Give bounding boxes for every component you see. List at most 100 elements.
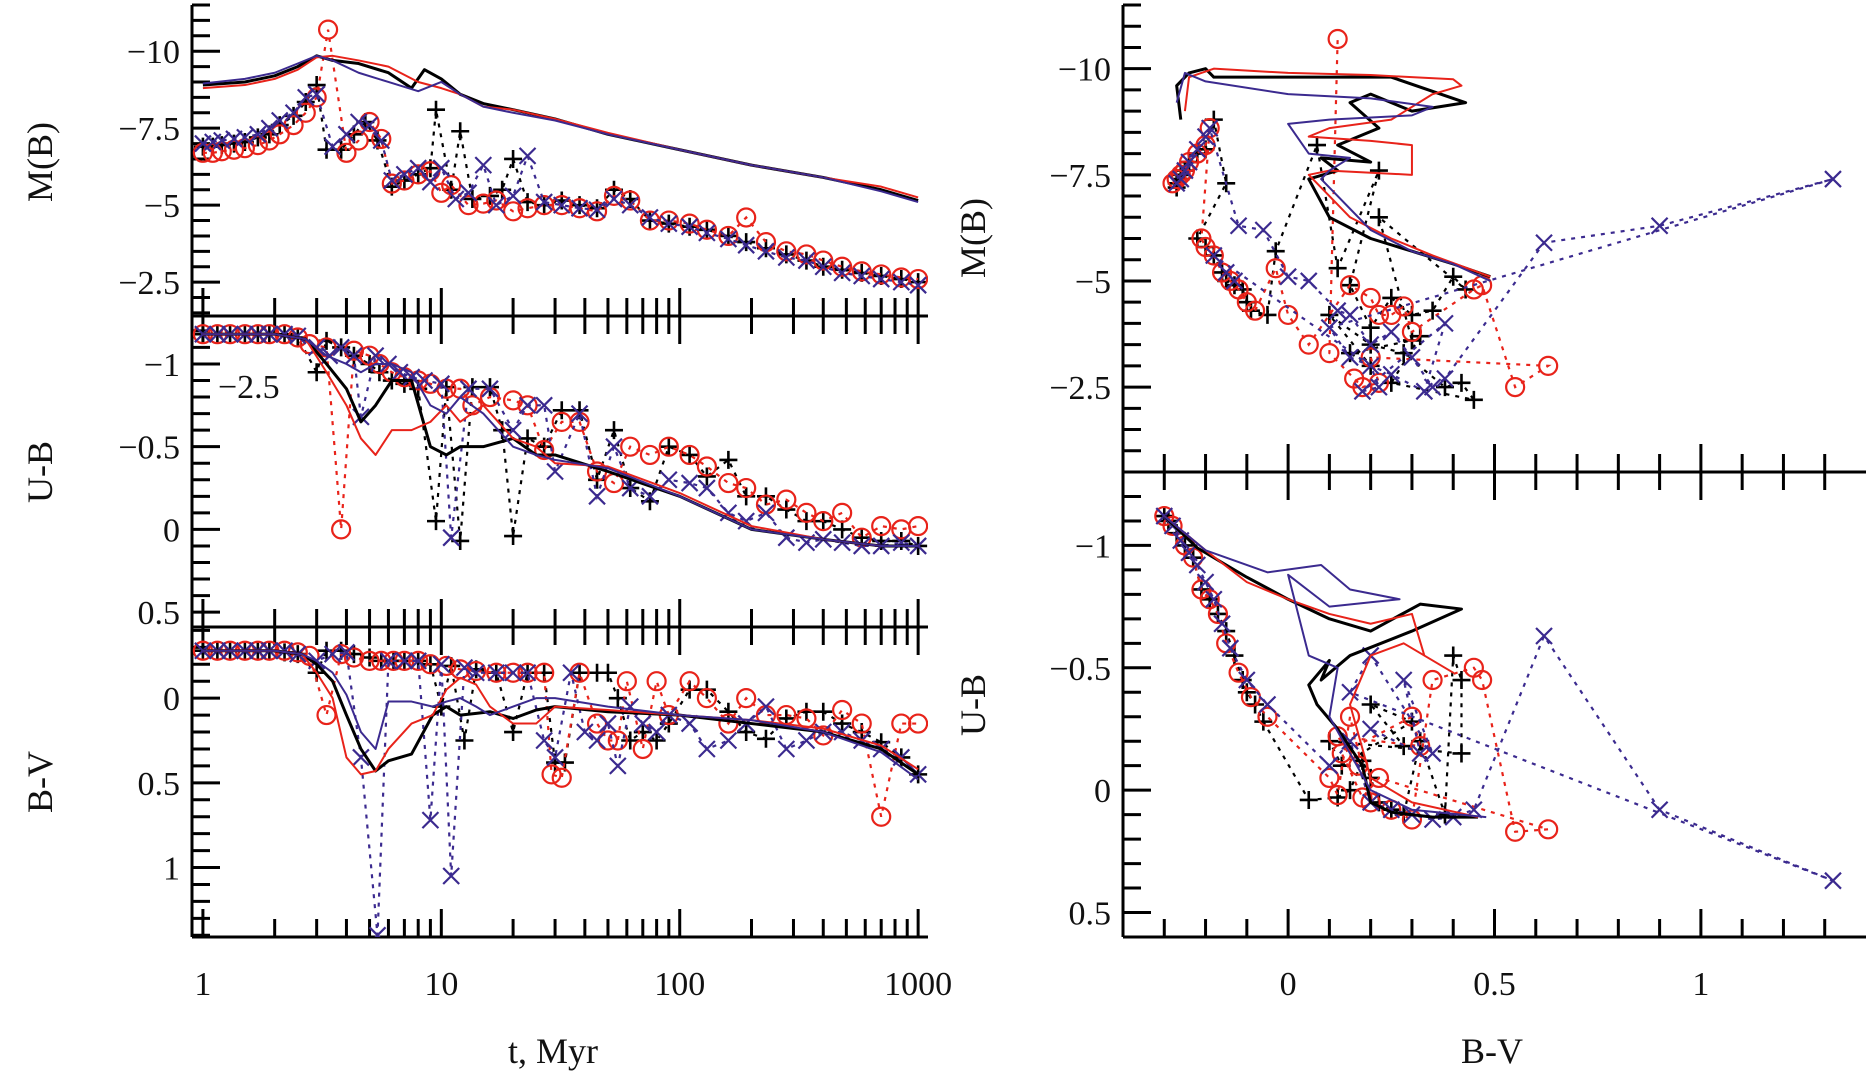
cross-marker <box>337 643 356 662</box>
circle-marker <box>908 713 928 734</box>
circle-marker <box>851 713 872 734</box>
circle-marker <box>211 141 232 162</box>
plus-marker <box>427 512 446 531</box>
cross-marker <box>660 470 678 489</box>
cross-marker <box>474 156 493 174</box>
cross-marker <box>719 230 738 248</box>
circle-marker <box>534 662 555 683</box>
circle-marker <box>776 241 797 262</box>
cross-marker <box>552 196 571 214</box>
cross-marker <box>383 171 401 190</box>
circle-marker <box>1278 304 1299 326</box>
circle-marker <box>908 515 928 537</box>
cross-marker <box>1188 140 1207 159</box>
cross-marker <box>504 187 522 205</box>
circle-marker <box>306 87 327 108</box>
circle-marker <box>1401 706 1423 727</box>
circle-marker <box>458 195 479 216</box>
plus-marker <box>659 437 678 456</box>
stray-tick-label: −2.5 <box>218 369 280 406</box>
cross-marker <box>442 528 460 547</box>
cross-marker <box>487 196 506 214</box>
cross-marker <box>621 196 640 214</box>
circle-marker <box>639 444 661 466</box>
cross-marker <box>1415 382 1434 401</box>
dotted-track-model-A <box>202 82 919 284</box>
circle-marker <box>381 173 402 194</box>
y-tick-label: 0.5 <box>1069 896 1112 933</box>
cross-marker <box>372 131 391 150</box>
circle-marker <box>1352 787 1373 808</box>
cross-marker <box>409 159 427 177</box>
cross-marker <box>814 257 833 276</box>
cross-marker <box>852 537 871 555</box>
circle-marker <box>832 502 853 523</box>
circle-marker <box>1244 300 1266 321</box>
y-tick-label: 0.5 <box>138 766 181 803</box>
cross-marker <box>797 731 816 750</box>
x-tick-label: 0.5 <box>1473 966 1516 1003</box>
cross-marker <box>1423 810 1442 829</box>
cross-marker <box>535 193 553 211</box>
circle-marker <box>551 767 572 788</box>
circle-marker <box>371 128 392 150</box>
circle-marker <box>1505 376 1526 398</box>
cross-marker <box>1200 119 1219 137</box>
solid-track-model-C <box>1175 71 1491 282</box>
circle-marker <box>1319 343 1340 364</box>
y-tick-label: −1 <box>144 347 180 384</box>
xlabel-bv: B-V <box>1461 1031 1523 1071</box>
cross-marker <box>588 200 606 219</box>
circle-marker <box>371 650 392 671</box>
circle-marker <box>1422 669 1443 691</box>
circle-marker <box>1327 784 1348 806</box>
circle-marker <box>832 699 853 721</box>
cross-marker <box>467 663 485 682</box>
cross-marker <box>395 652 414 670</box>
circle-marker <box>1339 275 1361 296</box>
cross-marker <box>368 926 387 937</box>
circle-marker <box>517 395 538 416</box>
dotted-track-model-C <box>202 649 919 936</box>
cross-marker <box>518 396 537 415</box>
y-tick-label: −10 <box>127 34 180 71</box>
cross-marker <box>1824 871 1842 890</box>
cross-marker <box>1370 378 1388 396</box>
cross-marker <box>459 184 478 202</box>
plus-marker <box>570 401 589 420</box>
plus-marker <box>1217 622 1236 641</box>
plus-marker <box>1254 712 1273 731</box>
cross-marker <box>1221 639 1240 657</box>
plus-marker <box>1394 737 1413 756</box>
ylabel-mb-left: M(B) <box>20 122 60 202</box>
cross-marker <box>647 723 666 741</box>
cross-marker <box>570 404 589 423</box>
plus-marker <box>1266 242 1285 261</box>
cross-marker <box>546 462 564 481</box>
cross-marker <box>535 396 553 415</box>
cross-marker <box>1361 335 1380 354</box>
circle-marker <box>1505 821 1526 842</box>
circle-marker <box>408 650 429 671</box>
circle-marker <box>658 436 679 457</box>
solid-track-model-B <box>1163 515 1479 819</box>
plus-marker <box>621 731 640 750</box>
circle-marker <box>679 213 700 234</box>
cross-marker <box>660 214 678 233</box>
cross-marker <box>698 224 716 242</box>
circle-marker <box>259 130 280 151</box>
cross-marker <box>1196 573 1215 591</box>
plus-marker <box>598 663 617 682</box>
cross-marker <box>1436 369 1454 388</box>
cross-marker <box>432 159 451 177</box>
plus-marker <box>451 122 470 141</box>
circle-marker <box>832 256 853 277</box>
solid-track-model-C <box>202 54 919 204</box>
solid-track-model-A <box>202 332 919 548</box>
plus-marker <box>307 76 326 95</box>
circle-marker <box>1228 662 1249 683</box>
cross-marker <box>892 273 911 291</box>
y-tick-label: −10 <box>1058 52 1111 89</box>
cross-marker <box>332 338 350 357</box>
